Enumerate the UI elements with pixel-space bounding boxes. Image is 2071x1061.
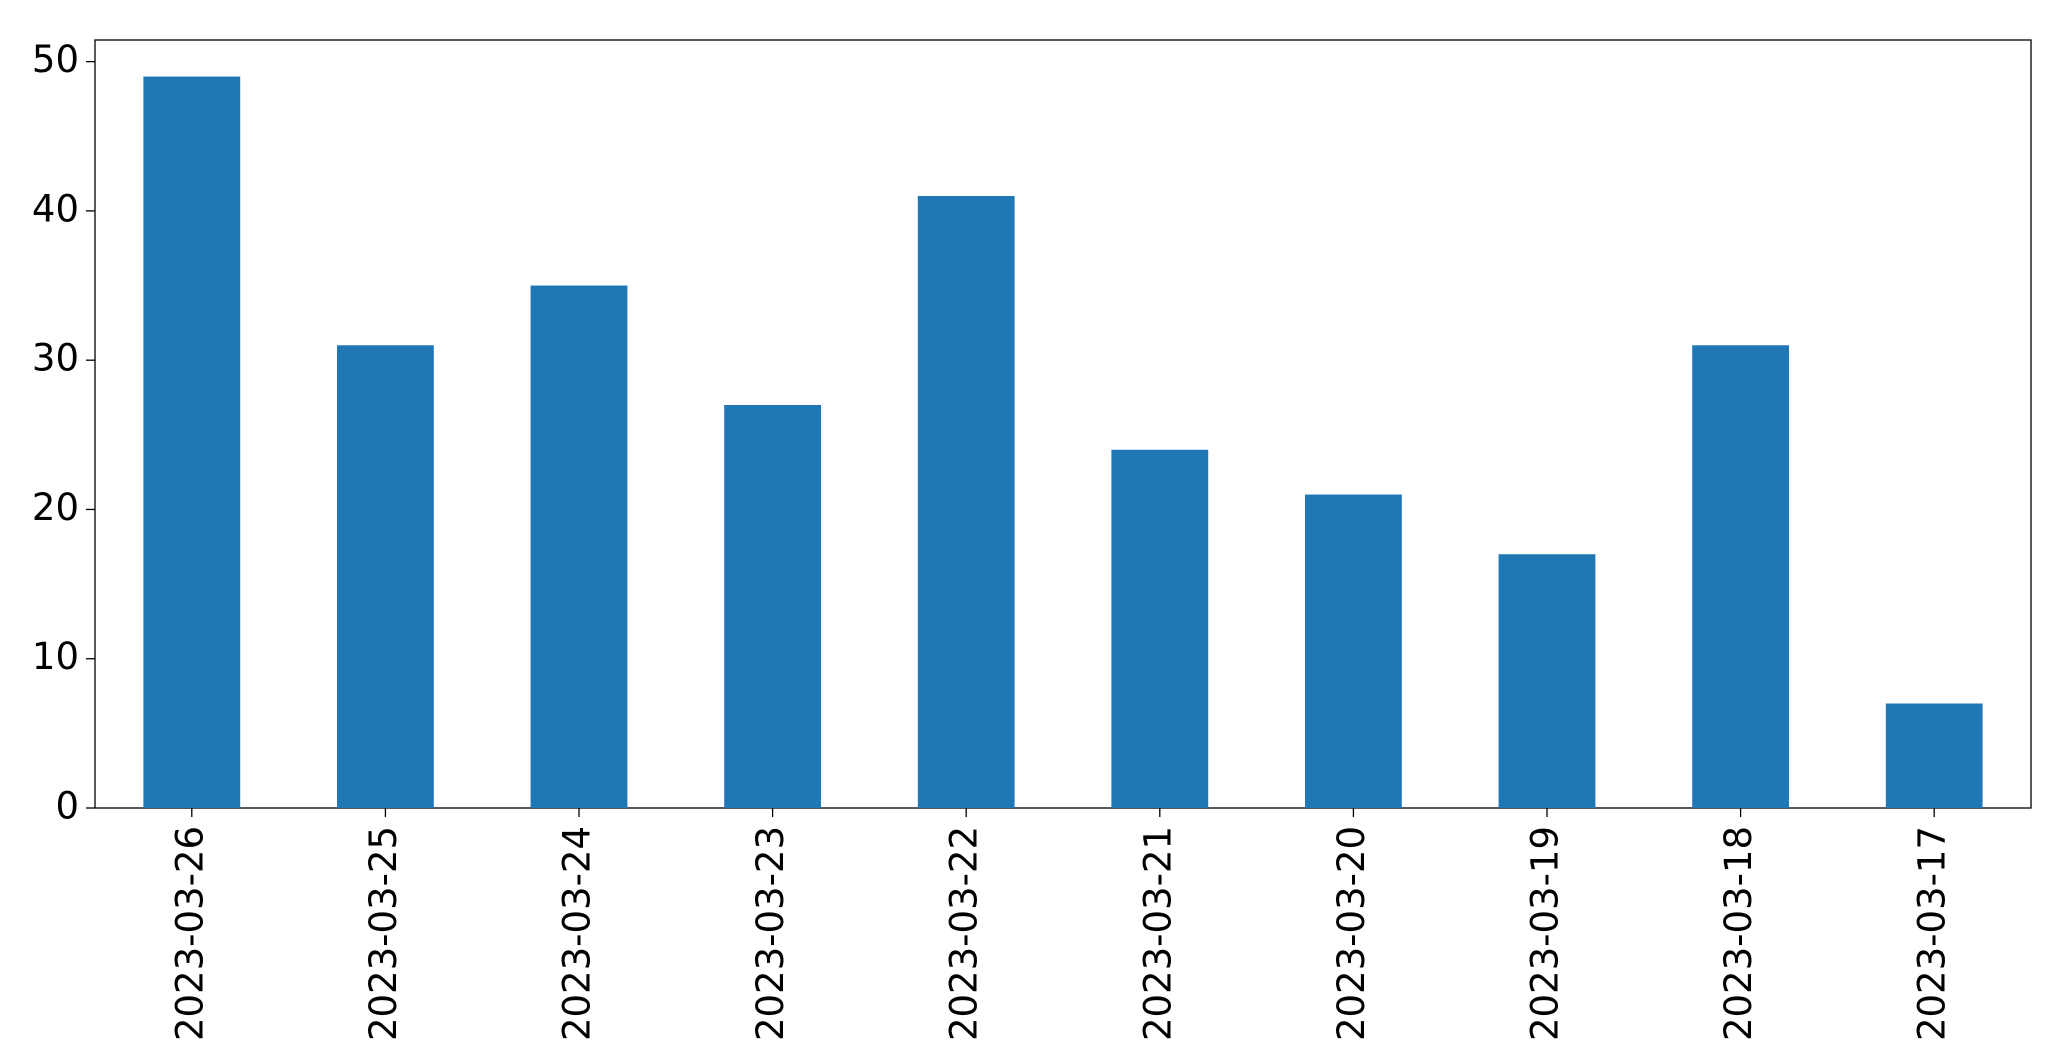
bar (1498, 554, 1596, 808)
x-tick-label: 2023-03-24 (556, 826, 599, 1041)
bar (917, 195, 1015, 808)
x-tick-label: 2023-03-19 (1524, 826, 1567, 1041)
bar (1111, 449, 1209, 808)
x-tick-label: 2023-03-21 (1136, 826, 1179, 1041)
bar (1885, 703, 1983, 808)
x-tick-label: 2023-03-20 (1330, 826, 1373, 1041)
y-tick-label: 0 (55, 785, 79, 828)
y-tick-label: 50 (32, 38, 79, 81)
plot-frame (94, 39, 2032, 809)
x-tick-label: 2023-03-23 (749, 826, 792, 1041)
y-tick-label: 10 (32, 635, 79, 678)
bar (1692, 345, 1789, 808)
x-tick-label: 2023-03-18 (1717, 826, 1760, 1041)
bar (337, 345, 434, 808)
bar (724, 404, 821, 808)
x-tick-label: 2023-03-26 (168, 826, 211, 1041)
x-tick-label: 2023-03-22 (943, 826, 986, 1041)
x-tick-label: 2023-03-17 (1911, 826, 1954, 1041)
y-tick-label: 20 (32, 486, 79, 529)
y-tick-label: 40 (32, 187, 79, 230)
x-tick-label: 2023-03-25 (362, 826, 405, 1041)
bar (1305, 494, 1402, 808)
bar (143, 76, 241, 809)
bar (530, 285, 628, 808)
y-tick-label: 30 (32, 337, 79, 380)
